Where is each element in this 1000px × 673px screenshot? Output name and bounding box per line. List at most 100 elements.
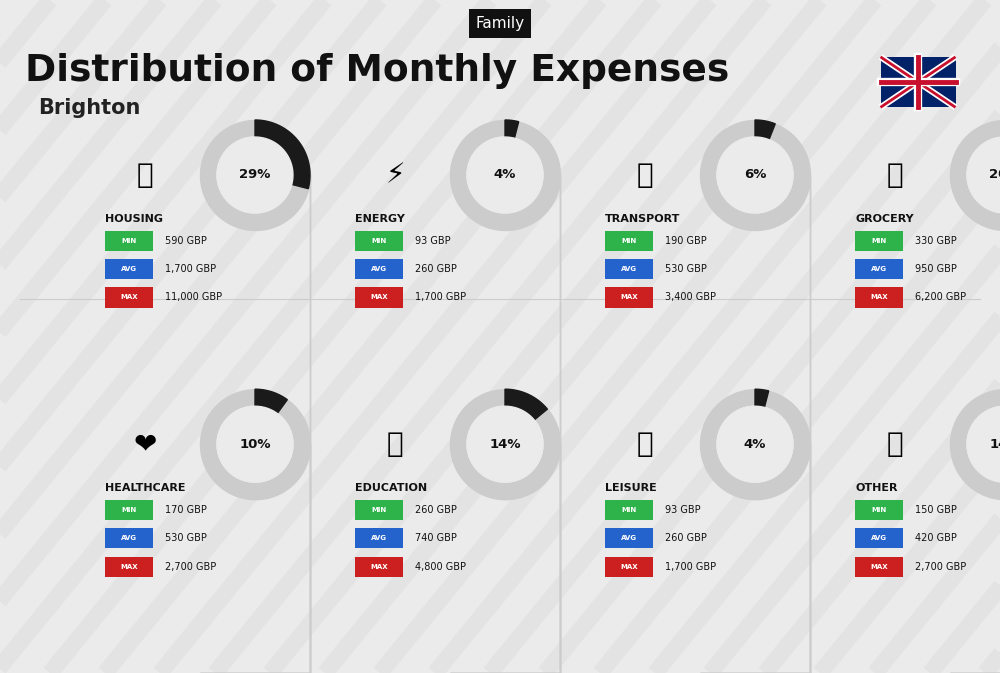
Text: AVG: AVG [371,536,387,541]
Text: ❤: ❤ [133,430,157,458]
Text: AVG: AVG [621,536,637,541]
Text: 3,400 GBP: 3,400 GBP [665,293,716,302]
FancyBboxPatch shape [105,287,153,308]
FancyBboxPatch shape [605,557,653,577]
Text: 🏗: 🏗 [137,161,153,189]
Text: 93 GBP: 93 GBP [415,236,451,246]
FancyBboxPatch shape [105,259,153,279]
Text: AVG: AVG [871,267,887,272]
Text: AVG: AVG [121,267,137,272]
FancyBboxPatch shape [355,231,403,251]
Polygon shape [717,137,793,213]
Text: Brighton: Brighton [38,98,140,118]
Text: HEALTHCARE: HEALTHCARE [105,483,186,493]
Text: 2,700 GBP: 2,700 GBP [165,562,216,571]
FancyBboxPatch shape [855,528,903,548]
Text: LEISURE: LEISURE [605,483,657,493]
Text: 170 GBP: 170 GBP [165,505,207,515]
Polygon shape [967,137,1000,213]
Polygon shape [467,137,543,213]
Polygon shape [467,406,543,482]
Text: MAX: MAX [120,295,138,300]
Text: MAX: MAX [120,564,138,569]
FancyBboxPatch shape [605,528,653,548]
Text: EDUCATION: EDUCATION [355,483,427,493]
Polygon shape [217,137,293,213]
Text: 🛒: 🛒 [887,161,903,189]
Text: 330 GBP: 330 GBP [915,236,957,246]
Text: TRANSPORT: TRANSPORT [605,214,680,224]
Text: ⚡: ⚡ [385,161,405,189]
Text: AVG: AVG [871,536,887,541]
Text: 4,800 GBP: 4,800 GBP [415,562,466,571]
Polygon shape [967,406,1000,482]
Text: ENERGY: ENERGY [355,214,405,224]
Text: AVG: AVG [371,267,387,272]
Text: 🎓: 🎓 [387,430,403,458]
Text: MIN: MIN [371,238,387,244]
Text: Distribution of Monthly Expenses: Distribution of Monthly Expenses [25,52,729,89]
Text: AVG: AVG [621,267,637,272]
FancyBboxPatch shape [855,231,903,251]
Polygon shape [217,406,293,482]
Text: 👜: 👜 [887,430,903,458]
Text: 11,000 GBP: 11,000 GBP [165,293,222,302]
FancyBboxPatch shape [355,500,403,520]
Text: 14%: 14% [989,437,1000,451]
Polygon shape [717,406,793,482]
Text: AVG: AVG [121,536,137,541]
FancyBboxPatch shape [105,557,153,577]
Text: 4%: 4% [744,437,766,451]
Text: MAX: MAX [620,295,638,300]
Polygon shape [505,120,519,138]
Text: HOUSING: HOUSING [105,214,163,224]
Polygon shape [255,120,310,188]
FancyBboxPatch shape [605,231,653,251]
Text: 1,700 GBP: 1,700 GBP [165,264,216,274]
Polygon shape [467,137,543,213]
Text: MAX: MAX [620,564,638,569]
FancyBboxPatch shape [355,287,403,308]
Text: 190 GBP: 190 GBP [665,236,707,246]
Text: 260 GBP: 260 GBP [415,264,457,274]
Text: 4%: 4% [494,168,516,182]
Text: 2,700 GBP: 2,700 GBP [915,562,966,571]
Text: 740 GBP: 740 GBP [415,534,457,543]
FancyBboxPatch shape [881,57,956,107]
Polygon shape [967,137,1000,213]
FancyBboxPatch shape [355,528,403,548]
Text: MAX: MAX [370,564,388,569]
Text: 530 GBP: 530 GBP [665,264,707,274]
Text: 590 GBP: 590 GBP [165,236,207,246]
Polygon shape [467,406,543,482]
FancyBboxPatch shape [855,259,903,279]
Text: 1,700 GBP: 1,700 GBP [415,293,466,302]
FancyBboxPatch shape [355,259,403,279]
FancyBboxPatch shape [605,259,653,279]
FancyBboxPatch shape [105,231,153,251]
Text: 150 GBP: 150 GBP [915,505,957,515]
Polygon shape [217,406,293,482]
Text: MIN: MIN [621,238,637,244]
FancyBboxPatch shape [855,557,903,577]
FancyBboxPatch shape [105,528,153,548]
Polygon shape [255,389,287,413]
Text: GROCERY: GROCERY [855,214,914,224]
FancyBboxPatch shape [855,287,903,308]
Text: 🛍: 🛍 [637,430,653,458]
Polygon shape [217,137,293,213]
Text: 530 GBP: 530 GBP [165,534,207,543]
FancyBboxPatch shape [855,500,903,520]
Polygon shape [717,137,793,213]
Text: MIN: MIN [871,238,887,244]
FancyBboxPatch shape [605,500,653,520]
Text: 1,700 GBP: 1,700 GBP [665,562,716,571]
Polygon shape [505,389,547,420]
Text: 93 GBP: 93 GBP [665,505,701,515]
Text: 14%: 14% [489,437,521,451]
Text: MIN: MIN [121,238,137,244]
Text: 260 GBP: 260 GBP [415,505,457,515]
FancyBboxPatch shape [355,557,403,577]
FancyBboxPatch shape [605,287,653,308]
Text: MIN: MIN [121,507,137,513]
